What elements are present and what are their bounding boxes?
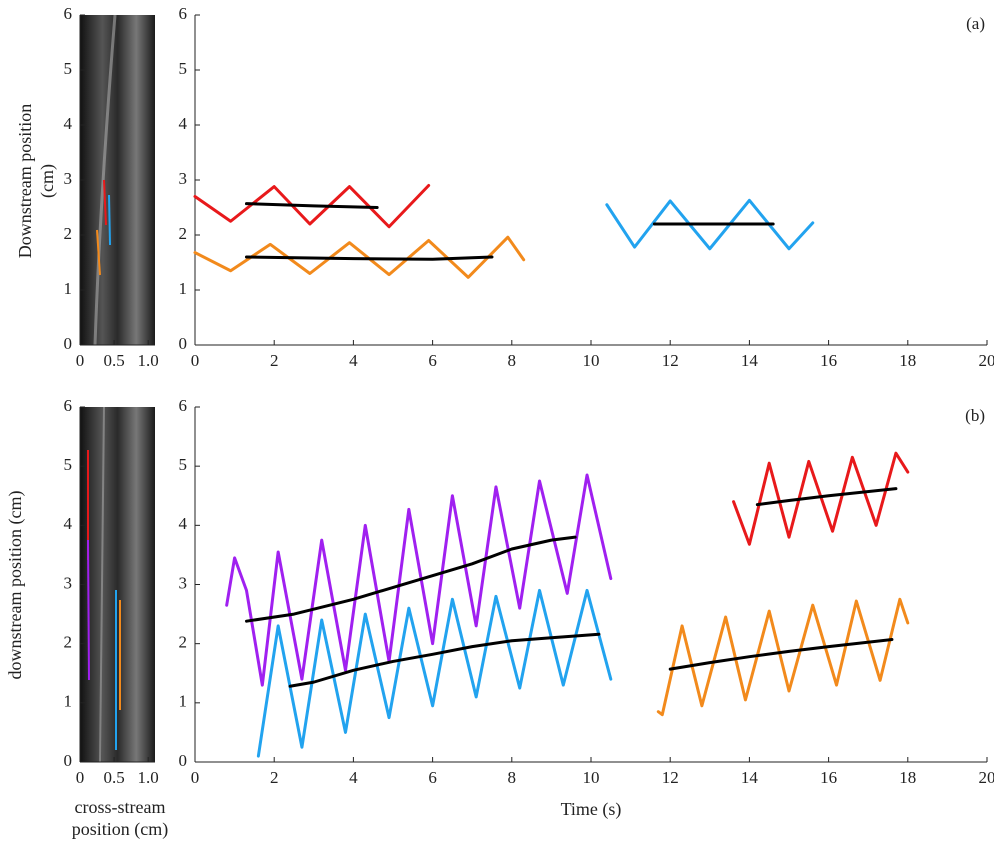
x-tick-label: 10	[583, 351, 600, 370]
y-tick-label: 0	[179, 334, 188, 353]
y-tick-label: 6	[64, 396, 73, 415]
x-tick-label: 10	[583, 768, 600, 787]
x-tick-label: 0.5	[103, 351, 124, 370]
y-tick-label: 2	[64, 224, 73, 243]
panel-label: (b)	[965, 406, 985, 425]
x-tick-label: 12	[662, 351, 679, 370]
x-tick-label: 8	[508, 351, 517, 370]
y-tick-label: 4	[179, 514, 188, 533]
y-tick-label: 5	[179, 455, 188, 474]
y-tick-label: 1	[179, 279, 188, 298]
y-tick-label: 0	[64, 334, 73, 353]
y-tick-label: 5	[64, 455, 73, 474]
x-tick-label: 0	[191, 351, 200, 370]
x-tick-label: 8	[508, 768, 517, 787]
x-tick-label: 16	[820, 768, 837, 787]
image-trace	[96, 229, 101, 276]
flow-image	[80, 407, 155, 762]
y-tick-label: 4	[179, 114, 188, 133]
flow-image	[80, 15, 155, 345]
image-trace	[87, 539, 90, 681]
data-line	[732, 451, 910, 546]
x-tick-label: 20	[979, 351, 994, 370]
y-axis-label: Downstream position (cm)	[15, 103, 57, 259]
x-axis-label: Time (s)	[560, 799, 622, 819]
y-tick-label: 4	[64, 514, 73, 533]
y-tick-label: 6	[179, 4, 188, 23]
x-tick-label: 0	[76, 768, 85, 787]
x-tick-label: 2	[270, 768, 279, 787]
x-tick-label: 1.0	[138, 768, 159, 787]
y-tick-label: 4	[64, 114, 73, 133]
x-tick-label: 18	[899, 768, 916, 787]
data-line	[656, 597, 910, 717]
y-tick-label: 2	[64, 633, 73, 652]
image-trace	[103, 179, 107, 226]
x-tick-label: 16	[820, 351, 837, 370]
data-line	[668, 638, 894, 671]
y-tick-label: 1	[64, 279, 73, 298]
x-tick-label: 0.5	[103, 768, 124, 787]
x-tick-label: 2	[270, 351, 279, 370]
data-line	[244, 535, 577, 623]
data-line	[288, 632, 601, 688]
y-axis-label: downstream position (cm)	[5, 490, 25, 680]
x-tick-label: 14	[741, 768, 759, 787]
y-tick-label: 6	[179, 396, 188, 415]
y-tick-label: 2	[179, 224, 188, 243]
x-axis-label: cross-stream position (cm)	[71, 797, 169, 839]
x-tick-label: 14	[741, 351, 759, 370]
x-tick-label: 4	[349, 768, 358, 787]
data-line	[256, 588, 613, 758]
data-line	[244, 255, 494, 261]
image-trace	[108, 194, 111, 246]
data-line	[244, 202, 379, 209]
y-tick-label: 1	[64, 692, 73, 711]
x-tick-label: 0	[76, 351, 85, 370]
y-tick-label: 3	[64, 573, 73, 592]
y-tick-label: 6	[64, 4, 73, 23]
data-line	[193, 184, 431, 229]
y-tick-label: 5	[179, 59, 188, 78]
y-tick-label: 0	[64, 751, 73, 770]
x-tick-label: 4	[349, 351, 358, 370]
x-tick-label: 20	[979, 768, 994, 787]
y-tick-label: 2	[179, 633, 188, 652]
image-streak	[99, 406, 105, 763]
image-streak	[93, 14, 117, 346]
x-tick-label: 6	[428, 351, 437, 370]
x-tick-label: 0	[191, 768, 200, 787]
y-tick-label: 3	[179, 573, 188, 592]
y-tick-label: 5	[64, 59, 73, 78]
x-tick-label: 1.0	[138, 351, 159, 370]
y-tick-label: 1	[179, 692, 188, 711]
x-tick-label: 6	[428, 768, 437, 787]
data-line	[755, 487, 898, 507]
x-tick-label: 18	[899, 351, 916, 370]
data-line	[605, 198, 815, 251]
panel-label: (a)	[966, 14, 985, 33]
y-tick-label: 0	[179, 751, 188, 770]
x-tick-label: 12	[662, 768, 679, 787]
y-tick-label: 3	[179, 169, 188, 188]
y-tick-label: 3	[64, 169, 73, 188]
